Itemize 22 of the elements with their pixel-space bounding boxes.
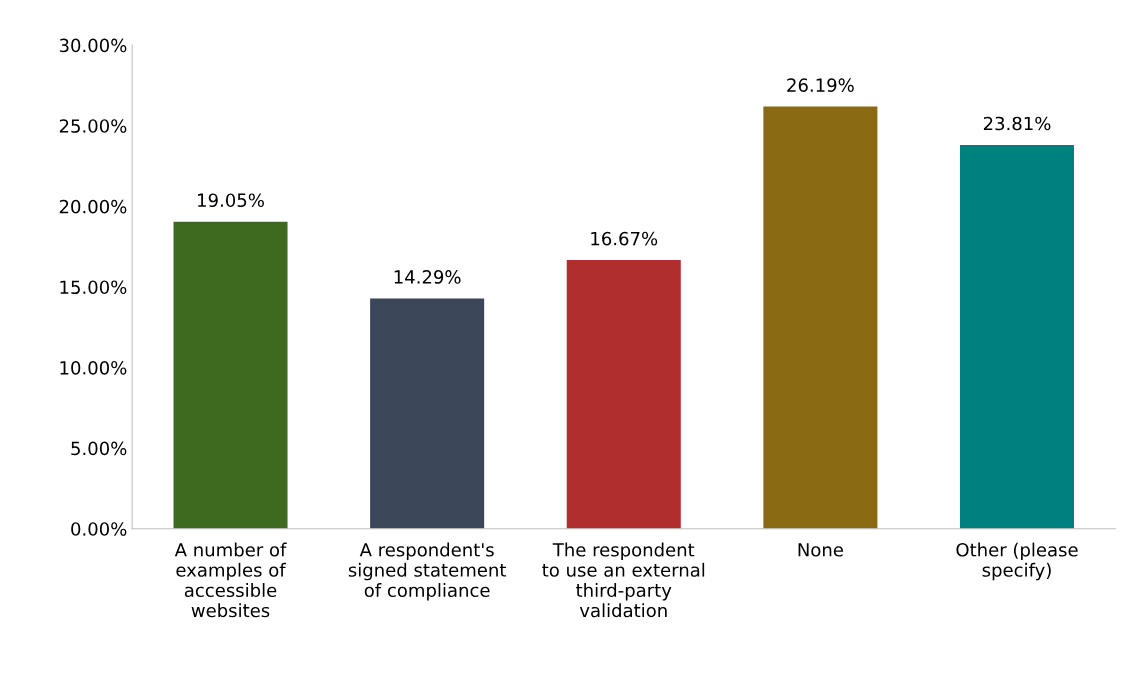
x-tick-label: Other (please specify): [956, 542, 1078, 581]
bar: [763, 106, 878, 529]
bar: [173, 221, 288, 529]
data-label: 14.29%: [394, 270, 461, 284]
bar: [566, 260, 681, 529]
y-tick-label: 0.00%: [71, 522, 127, 536]
x-tick-label: The respondent to use an external third-party validation: [542, 542, 705, 618]
y-tick-label: 20.00%: [59, 199, 127, 214]
data-label: 26.19%: [787, 78, 854, 92]
x-tick-label: A respondent's signed statement of compliance: [348, 542, 507, 601]
y-tick-label: 25.00%: [59, 119, 127, 133]
data-label: 23.81%: [983, 116, 1051, 131]
x-tick-label: None: [798, 543, 843, 557]
bar: [370, 298, 485, 529]
bar: [959, 144, 1075, 529]
y-tick-label: 10.00%: [60, 361, 127, 375]
y-tick-label: 15.00%: [60, 280, 127, 295]
data-label: 19.05%: [198, 193, 264, 208]
y-tick-label: 30.00%: [59, 38, 127, 53]
x-tick-label: A number of examples of accessible websites: [174, 542, 287, 618]
data-label: 16.67%: [591, 231, 658, 246]
y-tick-label: 5.00%: [71, 441, 127, 456]
